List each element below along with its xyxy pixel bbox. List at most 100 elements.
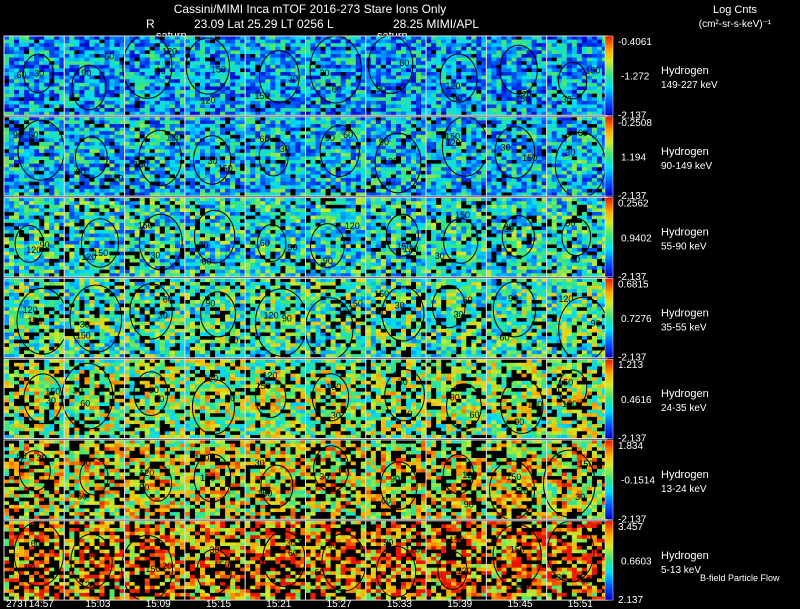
heat-cell bbox=[19, 142, 25, 146]
heat-cell bbox=[411, 86, 417, 91]
colorbar-mid-label: -1.272 bbox=[621, 72, 650, 83]
heat-cell bbox=[591, 68, 598, 73]
heat-cell bbox=[54, 181, 60, 186]
heat-cell bbox=[124, 188, 130, 193]
heat-cell bbox=[511, 127, 517, 132]
heat-cell bbox=[436, 134, 442, 139]
heat-cell bbox=[89, 120, 95, 125]
heat-cell bbox=[481, 50, 487, 55]
heat-cell bbox=[19, 124, 25, 128]
heat-cell bbox=[325, 181, 331, 186]
heat-cell bbox=[280, 64, 286, 69]
heat-cell bbox=[436, 64, 442, 69]
heat-cell bbox=[436, 68, 442, 73]
heat-cell bbox=[144, 160, 151, 164]
heat-cell bbox=[330, 97, 336, 102]
heat-cell bbox=[139, 108, 145, 112]
heat-cell bbox=[315, 152, 321, 157]
heat-cell bbox=[44, 50, 50, 55]
heat-cell bbox=[436, 79, 442, 84]
heat-cell bbox=[275, 39, 281, 44]
heat-cell bbox=[134, 39, 140, 44]
heat-cell bbox=[486, 54, 492, 58]
heat-cell bbox=[360, 167, 367, 172]
heat-cell bbox=[134, 152, 140, 157]
heat-cell bbox=[230, 100, 236, 105]
heat-cell bbox=[9, 82, 15, 87]
heat-cell bbox=[44, 108, 50, 112]
heat-cell bbox=[179, 170, 186, 175]
heat-cell bbox=[486, 64, 492, 69]
heat-cell bbox=[169, 145, 176, 150]
heat-cell bbox=[461, 97, 467, 102]
heat-cell bbox=[285, 170, 291, 175]
heat-cell bbox=[596, 36, 603, 40]
heat-cell bbox=[99, 54, 105, 58]
heat-cell bbox=[476, 142, 482, 146]
heat-cell bbox=[446, 100, 452, 105]
heat-cell bbox=[104, 181, 110, 186]
heat-cell bbox=[59, 188, 65, 193]
heat-cell bbox=[89, 64, 95, 69]
heat-cell bbox=[59, 131, 65, 136]
heat-cell bbox=[411, 156, 417, 161]
heat-cell bbox=[481, 149, 487, 154]
heat-cell bbox=[441, 174, 447, 179]
heat-cell bbox=[285, 116, 291, 121]
heat-cell bbox=[496, 111, 502, 116]
heat-cell bbox=[94, 61, 100, 66]
heat-cell bbox=[350, 46, 357, 51]
heat-cell bbox=[99, 75, 105, 80]
heat-cell bbox=[94, 181, 100, 186]
heat-cell bbox=[285, 86, 291, 91]
heat-cell bbox=[114, 54, 120, 58]
heat-cell bbox=[385, 54, 392, 58]
heat-cell bbox=[245, 145, 251, 150]
heat-cell bbox=[54, 127, 60, 132]
heat-cell bbox=[230, 82, 236, 87]
heat-cell bbox=[340, 72, 346, 76]
heat-cell bbox=[129, 170, 135, 175]
heat-cell bbox=[265, 86, 271, 91]
heat-cell bbox=[255, 61, 261, 66]
heat-cell bbox=[330, 54, 336, 58]
heat-cell bbox=[4, 116, 10, 121]
heat-cell bbox=[546, 43, 553, 48]
heat-cell bbox=[134, 86, 140, 91]
heat-cell bbox=[89, 97, 95, 102]
heat-cell bbox=[225, 188, 231, 193]
heat-cell bbox=[431, 61, 437, 66]
heat-cell bbox=[265, 116, 271, 121]
heat-cell bbox=[199, 93, 206, 98]
heat-cell bbox=[305, 79, 311, 84]
heat-cell bbox=[109, 127, 115, 132]
heat-cell bbox=[64, 104, 70, 109]
heat-cell bbox=[114, 97, 120, 102]
heat-cell bbox=[149, 50, 156, 55]
heat-cell bbox=[134, 75, 140, 80]
heat-cell bbox=[320, 181, 326, 186]
heat-cell bbox=[179, 72, 186, 76]
heat-cell bbox=[210, 120, 216, 125]
heat-cell bbox=[561, 79, 568, 84]
heat-cell bbox=[205, 68, 211, 73]
heat-cell bbox=[104, 64, 110, 69]
heat-cell bbox=[541, 116, 547, 121]
heat-cell bbox=[34, 127, 40, 132]
heat-cell bbox=[119, 127, 125, 132]
heat-cell bbox=[471, 64, 477, 69]
heat-cell bbox=[74, 170, 80, 175]
heat-cell bbox=[240, 138, 246, 143]
heat-cell bbox=[416, 79, 422, 84]
heat-cell bbox=[451, 181, 457, 186]
heat-cell bbox=[14, 188, 20, 193]
heat-cell bbox=[144, 100, 151, 105]
heat-cell bbox=[235, 156, 241, 161]
heat-cell bbox=[149, 90, 156, 94]
heat-cell bbox=[14, 163, 20, 168]
heat-cell bbox=[9, 54, 15, 58]
heat-cell bbox=[270, 142, 276, 146]
heat-cell bbox=[431, 156, 437, 161]
heat-cell bbox=[596, 86, 603, 91]
heat-cell bbox=[406, 86, 412, 91]
